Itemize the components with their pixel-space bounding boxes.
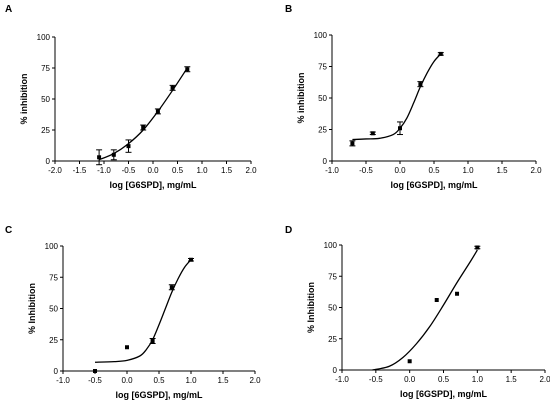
y-axis-title: % inhibition (296, 73, 306, 124)
x-axis-title: log [6GSPD], mg/mL (400, 389, 488, 399)
y-tick-label: 50 (41, 95, 50, 104)
data-point (438, 51, 443, 56)
x-tick-label: -0.5 (359, 166, 373, 175)
fit-curve (94, 259, 192, 363)
x-tick-label: 2.0 (530, 166, 542, 175)
data-point (475, 245, 480, 250)
y-axis-title: % Inhibition (27, 283, 37, 334)
panel-label: B (285, 4, 292, 15)
data-point (350, 141, 355, 146)
data-point (125, 345, 129, 350)
data-point (169, 285, 174, 290)
y-tick-label: 100 (45, 242, 59, 251)
y-tick-label: 50 (49, 305, 58, 314)
x-axis-title: log [6GSPD], mg/mL (390, 180, 478, 190)
data-point (398, 126, 402, 131)
data-point (111, 152, 116, 157)
data-point (370, 131, 375, 136)
y-axis-title: % Inhibition (306, 282, 316, 333)
y-tick-label: 75 (41, 64, 50, 73)
x-tick-label: -0.5 (369, 375, 383, 384)
y-tick-label: 100 (324, 241, 338, 250)
chart-panel-c: C -1.0 -0.5 0.0 0.5 1.0 1.5 2.0 0 25 50 75 100 log [6… (5, 225, 261, 400)
data-point (126, 144, 131, 149)
panel-label: C (5, 225, 12, 236)
y-tick-label: 25 (41, 126, 50, 135)
x-tick-label: 0.5 (438, 375, 450, 384)
y-tick-label: 50 (318, 94, 327, 103)
x-tick-label: 2.0 (245, 166, 257, 175)
y-tick-label: 25 (328, 335, 337, 344)
y-tick-label: 100 (37, 33, 51, 42)
y-tick-label: 0 (46, 157, 51, 166)
chart-panel-a: A -2.0 -1.5 -1.0 -0.5 0.0 0.5 1.0 1.5 2.0 0 25 50 75 1… (5, 4, 257, 190)
x-tick-label: 1.5 (506, 375, 518, 384)
x-tick-label: 2.0 (539, 375, 550, 384)
y-tick-label: 75 (318, 63, 327, 72)
data-point (434, 298, 439, 302)
x-tick-label: -1.5 (73, 166, 87, 175)
x-tick-label: 0.0 (147, 166, 159, 175)
y-tick-label: 25 (318, 126, 327, 135)
fit-curve (352, 53, 442, 141)
x-axis-title: log [6GSPD], mg/mL (115, 390, 203, 400)
x-tick-label: 0.5 (153, 376, 165, 385)
chart-panel-d: D -1.0 -0.5 0.0 0.5 1.0 1.5 2.0 0 25 50 75 100 log [6… (285, 225, 550, 399)
data-point (141, 125, 146, 130)
x-tick-label: 0.0 (121, 376, 133, 385)
x-tick-label: 0.0 (394, 166, 406, 175)
data-point (189, 257, 193, 262)
data-point (150, 339, 155, 343)
x-tick-label: 1.0 (472, 375, 484, 384)
x-tick-label: -1.0 (325, 166, 339, 175)
x-tick-label: 0.5 (172, 166, 184, 175)
y-tick-label: 50 (328, 304, 337, 313)
y-tick-label: 0 (333, 366, 338, 375)
data-point (418, 82, 423, 87)
x-tick-label: -1.0 (56, 376, 70, 385)
x-tick-label: 2.0 (249, 376, 261, 385)
x-tick-label: 1.5 (217, 376, 229, 385)
data-point (93, 369, 97, 373)
y-tick-label: 75 (49, 273, 58, 282)
data-point (155, 109, 160, 114)
x-tick-label: 1.0 (185, 376, 197, 385)
fit-curve (372, 249, 478, 371)
data-point (170, 85, 175, 90)
data-point (455, 291, 460, 296)
x-tick-label: -0.5 (122, 166, 136, 175)
data-point (185, 67, 190, 72)
x-tick-label: -2.0 (48, 166, 62, 175)
data-point (407, 359, 412, 364)
y-tick-label: 100 (314, 31, 328, 40)
y-axis-title: % inhibition (19, 74, 29, 125)
x-tick-label: -0.5 (88, 376, 102, 385)
x-tick-label: 1.0 (462, 166, 474, 175)
y-tick-label: 25 (49, 336, 58, 345)
chart-panel-b: B -1.0 -0.5 0.0 0.5 1.0 1.5 2.0 0 25 50 75 100 log [6… (285, 4, 542, 190)
panel-label: D (285, 225, 292, 236)
y-tick-label: 75 (328, 272, 337, 281)
x-tick-label: -1.0 (335, 375, 349, 384)
x-axis-title: log [G6SPD], mg/mL (109, 180, 197, 190)
y-tick-label: 0 (323, 157, 328, 166)
x-tick-label: 1.5 (221, 166, 233, 175)
x-tick-label: 1.5 (496, 166, 508, 175)
panel-label: A (5, 4, 12, 15)
x-tick-label: 0.5 (428, 166, 440, 175)
x-tick-label: 1.0 (196, 166, 208, 175)
data-point (97, 155, 102, 160)
y-tick-label: 0 (54, 367, 59, 376)
x-tick-label: 0.0 (404, 375, 416, 384)
x-tick-label: -1.0 (97, 166, 111, 175)
fit-curve (98, 67, 188, 161)
